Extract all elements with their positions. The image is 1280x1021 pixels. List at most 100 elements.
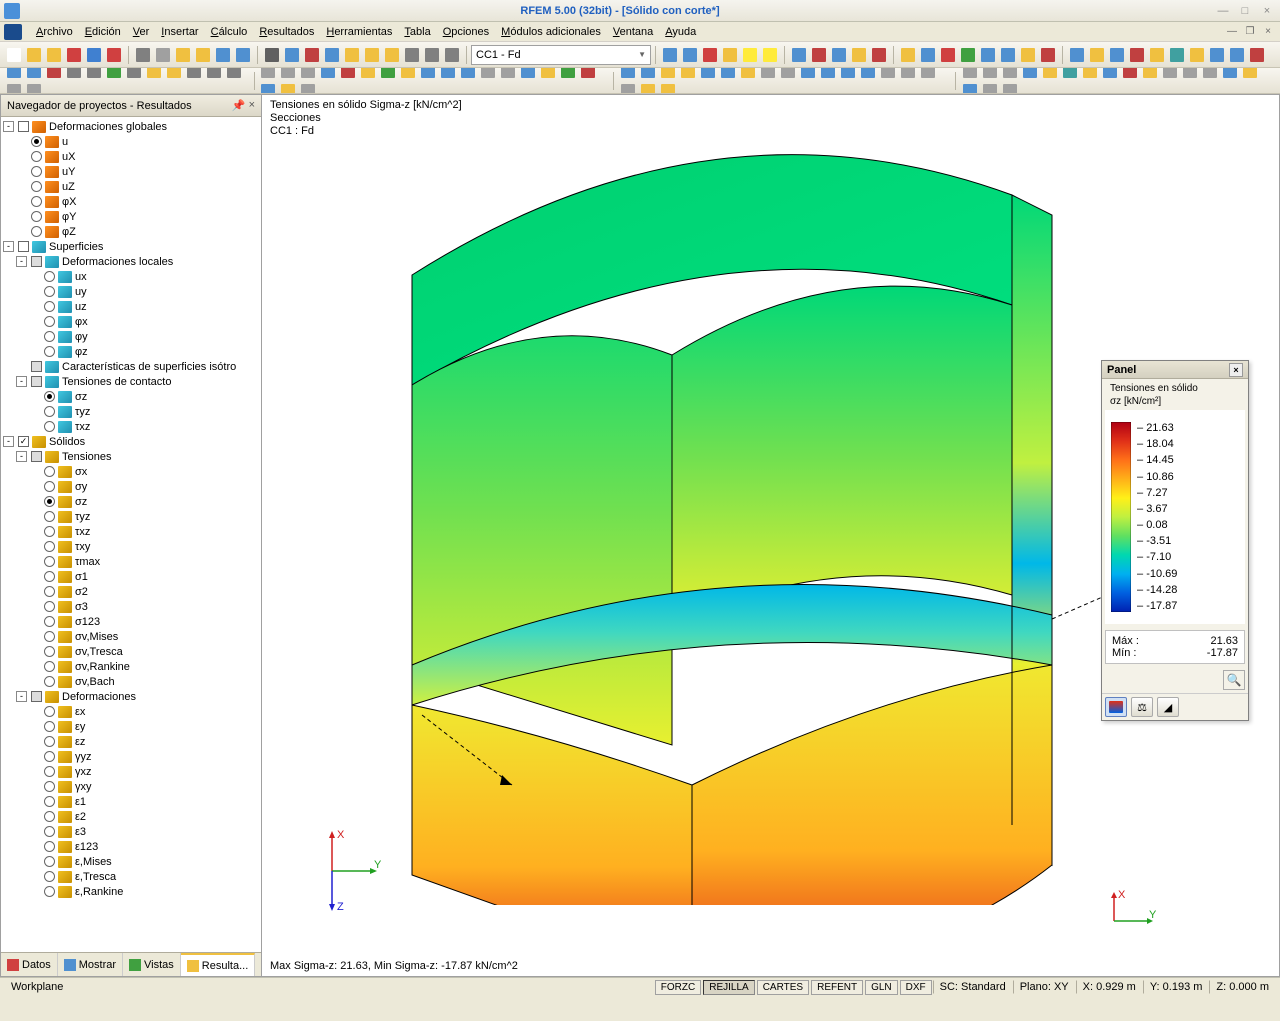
status-toggle-cartes[interactable]: CARTES [757, 980, 809, 995]
tree-item[interactable]: τyz [3, 509, 259, 524]
tree-radio[interactable] [44, 331, 55, 342]
toolbar-button[interactable] [164, 68, 184, 81]
toolbar-button[interactable] [818, 68, 838, 81]
tree-checkbox[interactable] [31, 451, 42, 462]
toolbar-button[interactable] [678, 68, 698, 81]
toolbar-button[interactable] [1018, 45, 1038, 65]
3d-viewport[interactable]: Tensiones en sólido Sigma-z [kN/cm^2] Se… [262, 94, 1280, 977]
tree-item[interactable]: uy [3, 284, 259, 299]
toolbar-button[interactable] [680, 45, 700, 65]
tree-item[interactable]: -Sólidos [3, 434, 259, 449]
tree-checkbox[interactable] [18, 121, 29, 132]
menu-cálculo[interactable]: Cálculo [205, 24, 254, 40]
panel-tab-filter[interactable]: ◢ [1157, 697, 1179, 717]
toolbar-button[interactable] [302, 45, 322, 65]
toolbar-button[interactable] [322, 45, 342, 65]
tree-radio[interactable] [44, 796, 55, 807]
minimize-button[interactable]: — [1214, 5, 1232, 17]
tree-item[interactable]: Características de superficies isótro [3, 359, 259, 374]
toolbar-button[interactable] [960, 68, 980, 81]
tree-radio[interactable] [44, 826, 55, 837]
toolbar-button[interactable] [442, 45, 462, 65]
tree-radio[interactable] [44, 421, 55, 432]
tree-item[interactable]: φx [3, 314, 259, 329]
toolbar-button[interactable] [233, 45, 253, 65]
status-toggle-gln[interactable]: GLN [865, 980, 898, 995]
toolbar-button[interactable] [738, 68, 758, 81]
toolbar-button[interactable] [4, 68, 24, 81]
toolbar-button[interactable] [133, 45, 153, 65]
toolbar-button[interactable] [402, 45, 422, 65]
toolbar-button[interactable] [4, 81, 24, 95]
toolbar-button[interactable] [538, 68, 558, 81]
panel-titlebar[interactable]: Panel × [1102, 361, 1248, 379]
tree-radio[interactable] [44, 601, 55, 612]
toolbar-button[interactable] [789, 45, 809, 65]
tree-toggle-icon[interactable]: - [3, 436, 14, 447]
toolbar-button[interactable] [1060, 68, 1080, 81]
tree-item[interactable]: -Tensiones de contacto [3, 374, 259, 389]
toolbar-button[interactable] [282, 45, 302, 65]
tree-radio[interactable] [44, 586, 55, 597]
toolbar-button[interactable] [193, 45, 213, 65]
tree-radio[interactable] [44, 616, 55, 627]
tree-radio[interactable] [44, 661, 55, 672]
tree-radio[interactable] [44, 571, 55, 582]
toolbar-button[interactable] [849, 45, 869, 65]
toolbar-button[interactable] [898, 68, 918, 81]
toolbar-button[interactable] [4, 45, 24, 65]
status-toggle-dxf[interactable]: DXF [900, 980, 932, 995]
tab-vistas[interactable]: Vistas [123, 953, 181, 976]
tree-item[interactable]: φZ [3, 224, 259, 239]
menu-app-icon[interactable] [4, 24, 22, 40]
tree-item[interactable]: σz [3, 494, 259, 509]
toolbar-button[interactable] [438, 68, 458, 81]
toolbar-button[interactable] [660, 45, 680, 65]
toolbar-button[interactable] [720, 45, 740, 65]
tree-item[interactable]: φz [3, 344, 259, 359]
toolbar-button[interactable] [1020, 68, 1040, 81]
tree-radio[interactable] [44, 466, 55, 477]
toolbar-button[interactable] [1038, 45, 1058, 65]
results-panel[interactable]: Panel × Tensiones en sólido σz [kN/cm²] [1101, 360, 1249, 721]
toolbar-button[interactable] [809, 45, 829, 65]
tree-item[interactable]: ε,Tresca [3, 869, 259, 884]
tree-item[interactable]: γxy [3, 779, 259, 794]
toolbar-button[interactable] [1247, 45, 1267, 65]
toolbar-button[interactable] [204, 68, 224, 81]
tab-mostrar[interactable]: Mostrar [58, 953, 123, 976]
toolbar-button[interactable] [144, 68, 164, 81]
toolbar-button[interactable] [1040, 68, 1060, 81]
tree-item[interactable]: σv,Tresca [3, 644, 259, 659]
toolbar-button[interactable] [798, 68, 818, 81]
menu-ver[interactable]: Ver [127, 24, 156, 40]
toolbar-button[interactable] [1160, 68, 1180, 81]
toolbar-button[interactable] [558, 68, 578, 81]
tree-item[interactable]: εy [3, 719, 259, 734]
toolbar-button[interactable] [958, 45, 978, 65]
toolbar-button[interactable] [638, 68, 658, 81]
toolbar-button[interactable] [938, 45, 958, 65]
navigator-close-icon[interactable]: × [249, 99, 255, 112]
toolbar-button[interactable] [960, 81, 980, 95]
toolbar-button[interactable] [458, 68, 478, 81]
toolbar-button[interactable] [64, 68, 84, 81]
tree-item[interactable]: τxz [3, 524, 259, 539]
toolbar-button[interactable] [213, 45, 233, 65]
toolbar-button[interactable] [398, 68, 418, 81]
close-button[interactable]: × [1258, 5, 1276, 17]
toolbar-button[interactable] [1207, 45, 1227, 65]
toolbar-button[interactable] [658, 68, 678, 81]
toolbar-button[interactable] [1000, 81, 1020, 95]
results-tree[interactable]: -Deformaciones globalesuuXuYuZφXφYφZ-Sup… [1, 117, 261, 952]
tree-radio[interactable] [31, 181, 42, 192]
toolbar-button[interactable] [998, 45, 1018, 65]
toolbar-button[interactable] [1227, 45, 1247, 65]
toolbar-button[interactable] [318, 68, 338, 81]
toolbar-button[interactable] [298, 81, 318, 95]
tree-toggle-icon[interactable]: - [3, 121, 14, 132]
tree-item[interactable]: ε,Mises [3, 854, 259, 869]
tree-radio[interactable] [44, 631, 55, 642]
tree-radio[interactable] [44, 706, 55, 717]
toolbar-button[interactable] [278, 68, 298, 81]
